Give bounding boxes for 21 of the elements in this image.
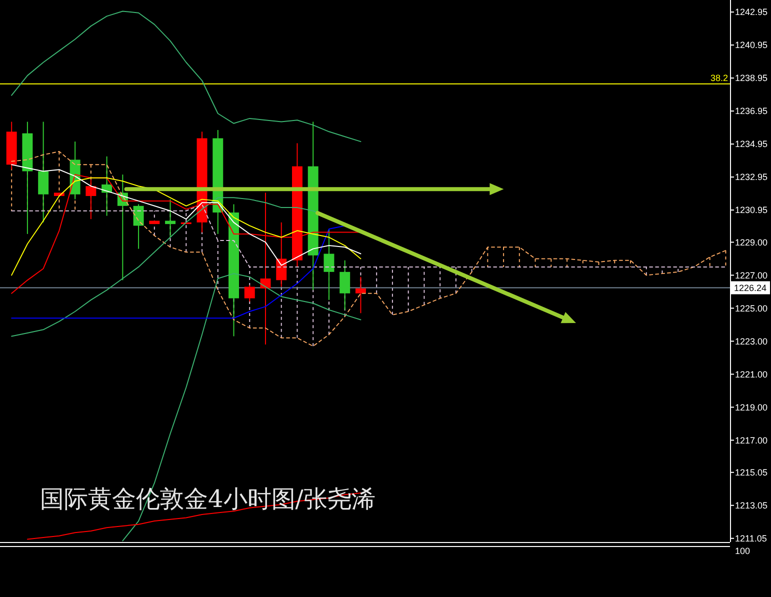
y-tick-label: 1227.00 [735,270,768,280]
y-tick-label: 1215.05 [735,468,768,478]
y-tick-label: 1238.95 [735,73,768,84]
y-tick-label: 1223.00 [735,336,768,346]
y-tick-label: 1236.95 [735,106,768,116]
ref-line-label: 1226.24 [734,282,767,293]
y-tick-label: 1217.00 [735,435,768,446]
y-tick-label: 1229.00 [735,237,768,248]
y-tick-label: 1234.95 [735,139,768,150]
y-tick-label: 1221.00 [735,369,768,380]
y-tick-label: 1213.05 [735,500,768,511]
y-tick-label: 1230.95 [735,205,768,216]
y-tick-label: 1240.95 [735,40,768,50]
y-tick-label: 1232.95 [735,172,768,182]
y-tick-label: 1219.00 [735,402,768,412]
panel-label: 100 [735,546,750,556]
annotation: 38.2 [710,72,728,83]
y-tick-label: 1242.95 [735,7,768,18]
ref-label: 1226.24 [731,281,770,294]
y-tick-label: 1211.05 [735,534,767,544]
y-tick-label: 1225.00 [735,303,768,314]
